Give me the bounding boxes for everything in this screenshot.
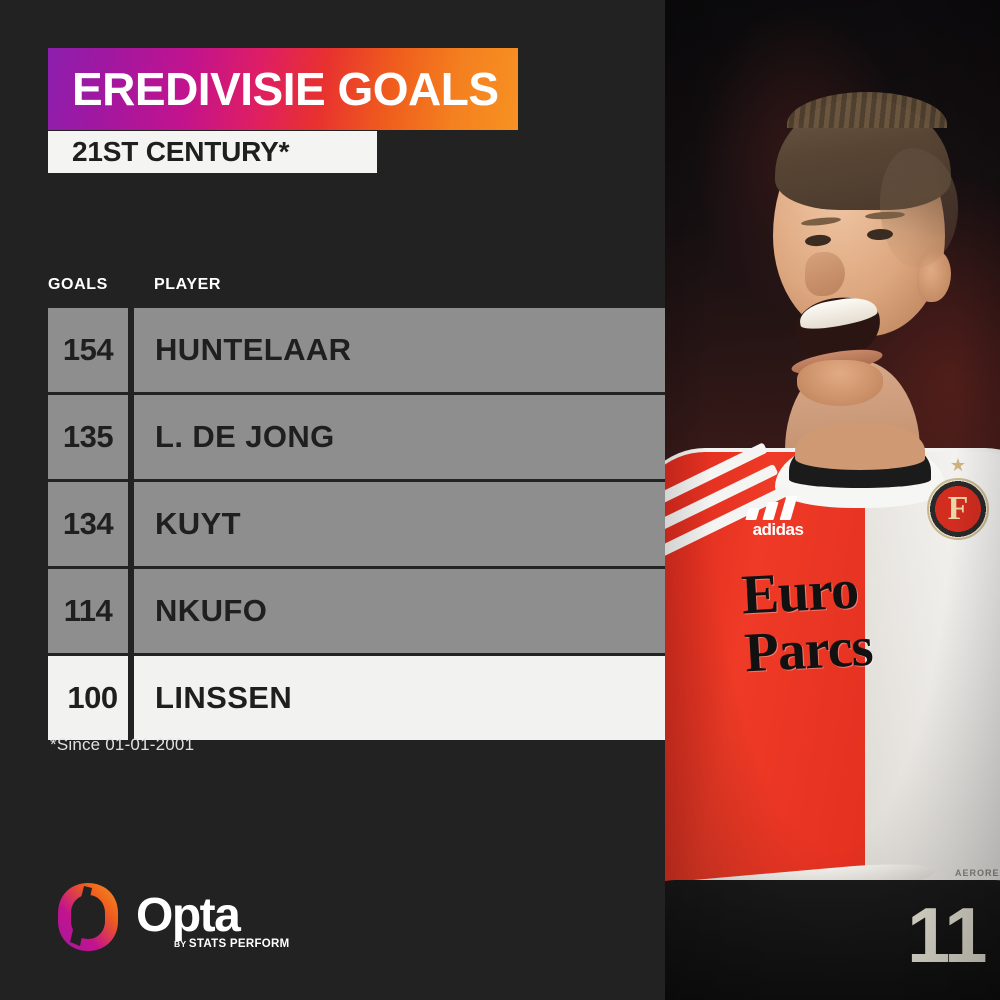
goals-value: 134 [62, 506, 114, 541]
column-header-goals: GOALS [48, 276, 108, 293]
adidas-logo-icon: adidas [733, 496, 823, 542]
goals-cell: 134 [48, 482, 128, 566]
goals-cell: 154 [48, 308, 128, 392]
shorts-number: 11 [907, 890, 987, 981]
table-row[interactable]: 135 L. DE JONG [48, 395, 668, 479]
column-header-player: PLAYER [154, 276, 222, 293]
player-name: L. DE JONG [155, 419, 335, 454]
player-photo: adidas Euro Parcs ★ F AEROREADY 11 [665, 0, 1000, 1000]
player-name: NKUFO [155, 593, 268, 628]
goals-cell: 135 [48, 395, 128, 479]
opta-logo: Opta BY STATS PERFORM [56, 880, 289, 954]
player-cell: L. DE JONG [134, 395, 668, 479]
table-row[interactable]: 154 HUNTELAAR [48, 308, 668, 392]
player-cell: LINSSEN [134, 656, 668, 740]
club-star-icon: ★ [949, 456, 967, 474]
page-title: EREDIVISIE GOALS [72, 63, 499, 115]
table-row[interactable]: 114 NKUFO [48, 569, 668, 653]
player-hair-fade [880, 148, 958, 268]
player-cell: HUNTELAAR [134, 308, 668, 392]
table-row-highlighted[interactable]: 100 LINSSEN [48, 656, 668, 740]
player-chin [797, 360, 883, 406]
opta-mark-icon [58, 883, 118, 951]
goals-value: 100 [67, 680, 118, 715]
jersey-red-half [665, 452, 865, 892]
photo-vignette [665, 0, 1000, 1000]
opta-byline-text: STATS PERFORM [188, 938, 290, 950]
player-name: HUNTELAAR [155, 332, 352, 367]
title-gradient-bar: EREDIVISIE GOALS [48, 48, 518, 130]
goals-value: 114 [63, 593, 113, 628]
opta-byline: BY STATS PERFORM [174, 938, 290, 950]
goals-cell: 100 [48, 656, 128, 740]
player-shorts [665, 880, 1000, 1000]
club-crest-icon [927, 478, 989, 540]
player-cell: KUYT [134, 482, 668, 566]
opta-wordmark: Opta [136, 889, 241, 942]
opta-mark-slash [70, 886, 92, 946]
subtitle-box: 21ST CENTURY* [48, 131, 377, 173]
adidas-wordmark: adidas [733, 520, 823, 540]
player-name: LINSSEN [155, 680, 293, 715]
player-name: KUYT [155, 506, 241, 541]
footnote-text: *Since 01-01-2001 [50, 735, 195, 754]
table-row[interactable]: 134 KUYT [48, 482, 668, 566]
player-neck-skin [795, 424, 925, 470]
goals-value: 135 [62, 419, 114, 454]
goals-cell: 114 [48, 569, 128, 653]
club-crest-letter: F [947, 490, 969, 528]
player-nose [805, 252, 845, 296]
goals-value: 154 [62, 332, 114, 367]
page-subtitle: 21ST CENTURY* [72, 136, 290, 167]
goals-ranking-table: 154 HUNTELAAR 135 L. DE JONG 134 KUYT [48, 308, 668, 743]
opta-byline-prefix: BY [174, 939, 189, 949]
kit-tech-label: AEROREADY [955, 868, 1000, 878]
player-cell: NKUFO [134, 569, 668, 653]
